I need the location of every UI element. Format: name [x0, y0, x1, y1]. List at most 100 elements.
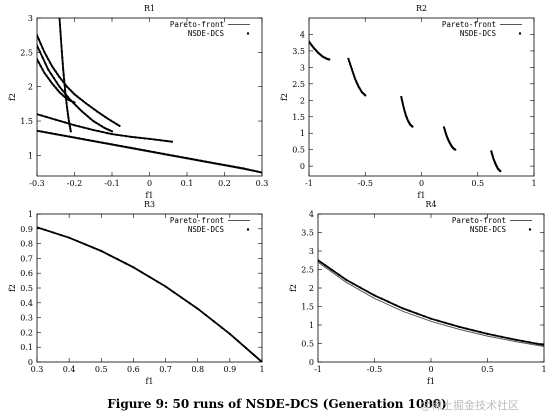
data-point — [103, 126, 106, 129]
chart-title: R3 — [144, 200, 155, 209]
data-point — [58, 23, 62, 26]
y-axis-label: f2 — [8, 284, 17, 292]
y-axis-label: f2 — [280, 93, 289, 101]
data-point — [352, 72, 355, 76]
data-point — [82, 138, 85, 141]
legend-label: Pareto-front — [452, 216, 506, 225]
data-point — [411, 125, 414, 128]
data-point — [422, 315, 425, 318]
data-point — [37, 113, 39, 116]
data-point — [260, 171, 262, 174]
data-point — [404, 111, 407, 115]
data-point — [124, 262, 127, 265]
data-point — [68, 122, 71, 125]
data-point — [101, 130, 104, 134]
data-point — [180, 296, 183, 299]
data-point — [59, 119, 62, 123]
data-point — [72, 102, 75, 105]
data-point — [71, 91, 74, 94]
chart-panel-1: R1 -0.3 -0.2 -0.1 0 0.1 0.2 0.3 1 1.5 2 2.5 3 f1 f2 Par… — [8, 4, 268, 200]
series-nsde-dcs — [309, 40, 502, 173]
data-point — [139, 136, 142, 139]
data-point — [37, 58, 39, 61]
data-point — [69, 89, 72, 92]
x-tick-label: 0.3 — [256, 179, 269, 188]
data-point — [67, 87, 70, 90]
data-point — [429, 317, 433, 320]
data-point — [542, 343, 544, 347]
data-point — [89, 117, 92, 120]
y-axis-label: f2 — [8, 93, 17, 101]
data-point — [479, 331, 482, 334]
data-point — [107, 117, 110, 121]
data-point — [351, 70, 354, 73]
data-point — [415, 312, 418, 315]
data-point — [143, 137, 146, 140]
data-point — [100, 125, 103, 128]
y-tick-label: 3.5 — [301, 229, 314, 238]
data-point — [50, 117, 53, 120]
y-axis-label: f2 — [289, 284, 298, 292]
data-point — [353, 75, 356, 78]
data-point — [401, 307, 404, 310]
x-axis-label: f1 — [427, 377, 435, 386]
data-point — [209, 161, 212, 164]
y-tick-label: 0.5 — [20, 284, 33, 293]
data-point — [118, 124, 121, 127]
data-point — [232, 165, 235, 168]
data-point — [115, 123, 118, 126]
data-point — [493, 334, 496, 337]
y-tick-label: 0.8 — [20, 240, 33, 249]
data-point — [324, 264, 327, 267]
x-tick-label: 0.8 — [191, 365, 204, 374]
data-point — [73, 93, 76, 96]
x-tick-label: -0.1 — [104, 179, 119, 188]
data-point — [68, 236, 71, 239]
data-point — [359, 286, 362, 289]
y-tick-label: 0.2 — [20, 328, 33, 337]
data-point — [38, 50, 41, 53]
data-point — [170, 140, 174, 143]
data-point — [65, 97, 68, 100]
data-point — [120, 134, 123, 137]
data-point — [90, 106, 93, 109]
data-point — [58, 85, 61, 88]
data-point — [153, 151, 156, 154]
y-tick-label: 1.5 — [20, 117, 33, 126]
y-tick-label: 1.5 — [301, 303, 314, 312]
y-tick-label: 0.5 — [301, 340, 314, 349]
chart-panel-3: R3 0.3 0.4 0.5 0.6 0.7 0.8 0.9 1 0 0.1 0.2 0.3 0.4 0.5… — [8, 200, 265, 386]
data-point — [171, 154, 174, 157]
data-point — [58, 76, 61, 79]
x-tick-label: 0.7 — [159, 365, 172, 374]
data-point — [354, 77, 357, 80]
data-point — [93, 108, 96, 111]
data-point — [228, 164, 231, 167]
data-point — [68, 125, 71, 128]
data-point — [157, 151, 160, 155]
data-point — [347, 57, 350, 60]
data-point — [349, 62, 352, 65]
data-point — [109, 129, 112, 132]
data-point — [37, 38, 41, 41]
y-tick-label: 0 — [309, 358, 314, 367]
data-point — [110, 133, 114, 136]
plot-area — [37, 18, 262, 174]
x-tick-label: 1 — [541, 365, 546, 374]
data-point — [101, 114, 104, 117]
data-point — [364, 94, 367, 97]
data-point — [143, 149, 146, 152]
data-point — [380, 297, 383, 300]
data-point — [61, 89, 64, 92]
data-point — [92, 139, 95, 143]
chart-title: R4 — [425, 200, 436, 209]
x-tick-label: -0.3 — [29, 179, 44, 188]
legend-label: NSDE-DCS — [188, 225, 225, 234]
chart-panel-2: R2 -1 -0.5 0 0.5 1 0 0.5 1 1.5 2 2.5 3 3.5 4 f1 f2 Pareto… — [280, 4, 537, 200]
data-point — [514, 338, 517, 341]
data-point — [214, 162, 217, 165]
data-point — [403, 107, 406, 110]
data-point — [86, 115, 89, 118]
data-point — [73, 124, 76, 127]
data-point — [44, 62, 47, 65]
